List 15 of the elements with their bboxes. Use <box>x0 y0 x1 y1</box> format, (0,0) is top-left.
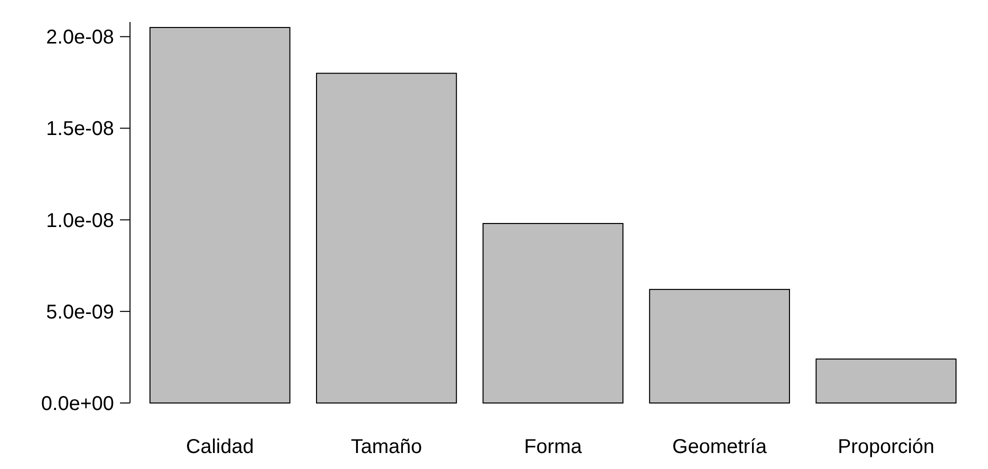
bar <box>482 222 624 404</box>
y-tick-label: 2.0e-08 <box>46 26 114 49</box>
y-tick-label: 5.0e-09 <box>46 301 114 324</box>
bar <box>149 26 290 404</box>
y-tick-label: 1.0e-08 <box>46 210 114 232</box>
x-tick-label: Forma <box>524 436 583 458</box>
x-tick-label: Tamaño <box>350 436 422 458</box>
x-tick-label: Proporción <box>838 436 934 458</box>
bar <box>816 358 957 404</box>
bar <box>649 288 790 404</box>
y-tick-label: 1.5e-08 <box>46 118 114 140</box>
x-tick-label: Calidad <box>186 436 254 458</box>
y-tick-label: 0.0e+00 <box>41 393 114 415</box>
bar <box>316 72 457 404</box>
x-tick-label: Geometría <box>672 436 768 458</box>
